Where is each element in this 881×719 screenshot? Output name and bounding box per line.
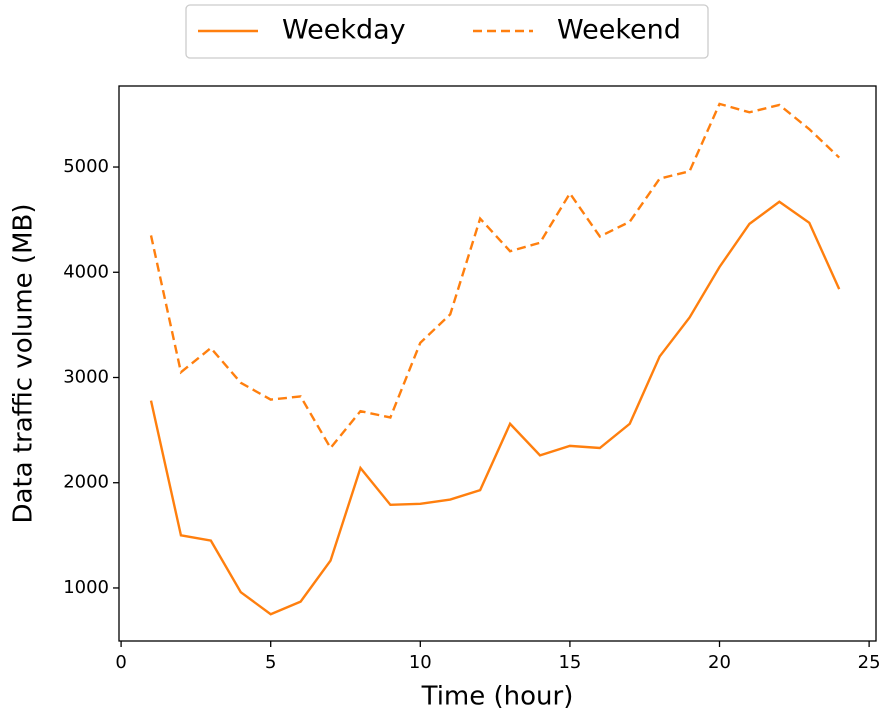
x-tick-label: 20 xyxy=(708,652,731,673)
y-tick-label: 5000 xyxy=(63,156,109,177)
x-axis-label: Time (hour) xyxy=(421,682,574,712)
y-tick-label: 2000 xyxy=(63,472,109,493)
legend-box xyxy=(185,4,709,59)
legend-label: Weekend xyxy=(557,15,681,46)
y-tick-label: 1000 xyxy=(63,577,109,598)
x-tick-label: 25 xyxy=(858,652,881,673)
series-line xyxy=(149,200,841,616)
x-tick-label: 15 xyxy=(558,652,581,673)
x-tick-label: 0 xyxy=(115,652,126,673)
y-axis-label: Data traffic volume (MB) xyxy=(9,204,39,524)
plot-area xyxy=(118,85,877,642)
x-tick-label: 5 xyxy=(265,652,276,673)
legend-label: Weekday xyxy=(282,15,406,46)
y-tick-label: 4000 xyxy=(63,261,109,282)
series-line xyxy=(149,102,841,451)
y-tick-label: 3000 xyxy=(63,366,109,387)
x-tick-label: 10 xyxy=(409,652,432,673)
